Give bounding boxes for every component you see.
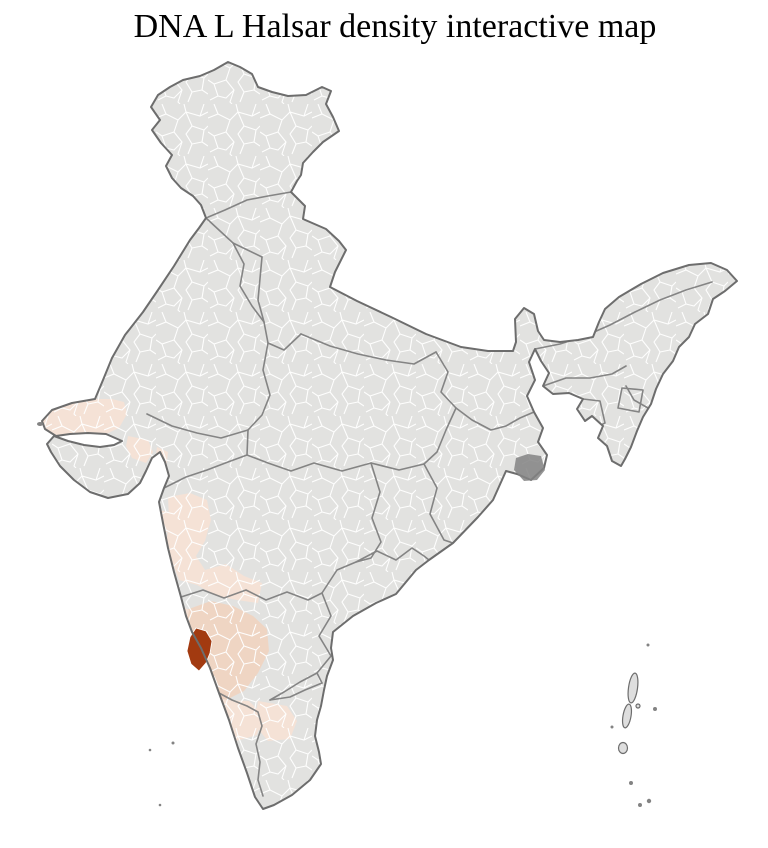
state-borders: [146, 191, 713, 797]
page-title: DNA L Halsar density interactive map: [133, 8, 657, 45]
delta-marking: [514, 454, 545, 481]
lakshadweep-islands: [37, 422, 175, 807]
kutch-islet: [37, 422, 43, 426]
andaman-nicobar-islands[interactable]: [610, 643, 658, 808]
